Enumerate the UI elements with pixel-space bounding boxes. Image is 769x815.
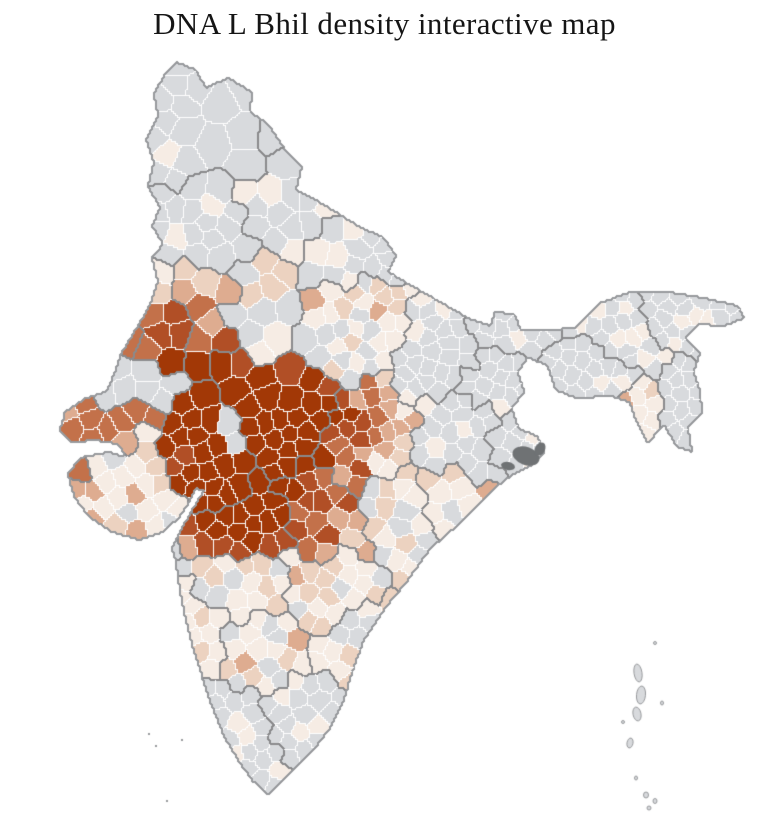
page-title: DNA L Bhil density interactive map (153, 6, 616, 41)
